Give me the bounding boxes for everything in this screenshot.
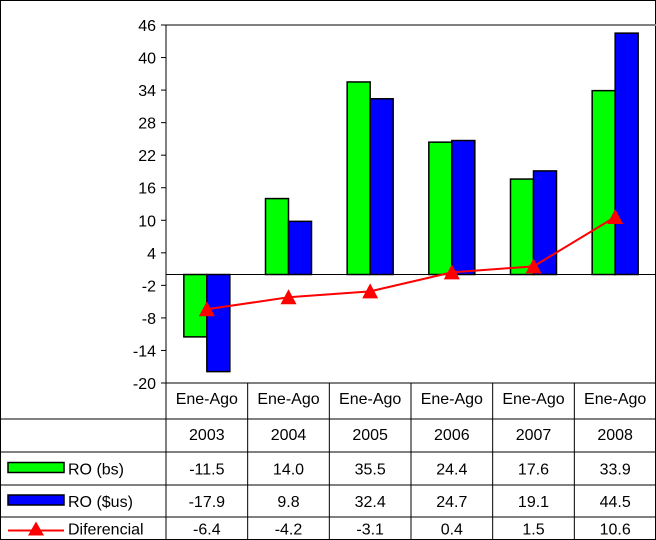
legend-label: RO (bs) — [68, 462, 124, 479]
y-tick-label: 40 — [138, 51, 156, 68]
data-label: 1.5 — [522, 522, 544, 539]
data-label: -3.1 — [356, 522, 384, 539]
y-tick-label: 16 — [138, 181, 156, 198]
data-label: 24.4 — [436, 462, 467, 479]
category-label: Ene-Ago — [176, 391, 238, 408]
y-tick-label: 28 — [138, 116, 156, 133]
category-label: Ene-Ago — [421, 391, 483, 408]
data-label: 0.4 — [441, 522, 463, 539]
bar — [264, 197, 290, 276]
category-label: 2007 — [516, 427, 552, 444]
data-label: 19.1 — [518, 494, 549, 511]
bar — [369, 98, 394, 276]
category-label: 2004 — [271, 427, 307, 444]
category-label: 2006 — [434, 427, 470, 444]
data-label: 14.0 — [273, 462, 304, 479]
y-tick-label: -14 — [133, 343, 156, 360]
data-label: 24.7 — [436, 494, 467, 511]
data-label: 9.8 — [277, 494, 299, 511]
y-tick-label: 34 — [138, 83, 156, 100]
line-point — [280, 289, 297, 305]
y-tick-label: 22 — [138, 148, 156, 165]
y-tick-label: -20 — [133, 376, 156, 393]
legend-label: RO ($us) — [68, 494, 133, 511]
category-label: 2008 — [597, 427, 633, 444]
category-label: Ene-Ago — [502, 391, 564, 408]
bar — [451, 139, 476, 276]
line-point — [607, 209, 624, 225]
bar — [206, 273, 231, 373]
line-point — [525, 258, 542, 274]
line-point — [443, 264, 460, 280]
bar — [509, 178, 535, 276]
legend-label: Diferencial — [68, 522, 144, 539]
bar — [428, 141, 453, 276]
legend-key — [7, 494, 65, 506]
category-label: Ene-Ago — [584, 391, 646, 408]
bar — [346, 81, 371, 276]
category-label: 2003 — [189, 427, 225, 444]
bar — [183, 273, 208, 338]
bar — [287, 220, 313, 276]
series-line — [206, 216, 616, 311]
data-label: -11.5 — [189, 462, 224, 479]
data-label: -4.2 — [275, 522, 303, 539]
y-tick-label: -8 — [142, 311, 156, 328]
line-point — [198, 301, 215, 317]
y-tick-label: -2 — [142, 278, 156, 295]
data-label: -6.4 — [193, 522, 221, 539]
data-label: 44.5 — [600, 494, 631, 511]
y-tick-label: 46 — [138, 18, 156, 35]
legend-key — [7, 461, 65, 474]
data-label: 35.5 — [355, 462, 386, 479]
data-label: 17.6 — [518, 462, 549, 479]
category-label: 2005 — [352, 427, 388, 444]
line-point — [362, 283, 379, 299]
category-label: Ene-Ago — [339, 391, 401, 408]
data-label: -17.9 — [189, 494, 226, 511]
bar — [591, 89, 616, 276]
category-label: Ene-Ago — [257, 391, 319, 408]
bar — [614, 32, 639, 276]
y-tick-label: 4 — [147, 246, 156, 263]
data-label: 33.9 — [600, 462, 631, 479]
legend-key-marker — [28, 521, 44, 536]
data-label: 32.4 — [355, 494, 386, 511]
data-label: 10.6 — [600, 522, 631, 539]
y-tick-label: 10 — [138, 213, 156, 230]
